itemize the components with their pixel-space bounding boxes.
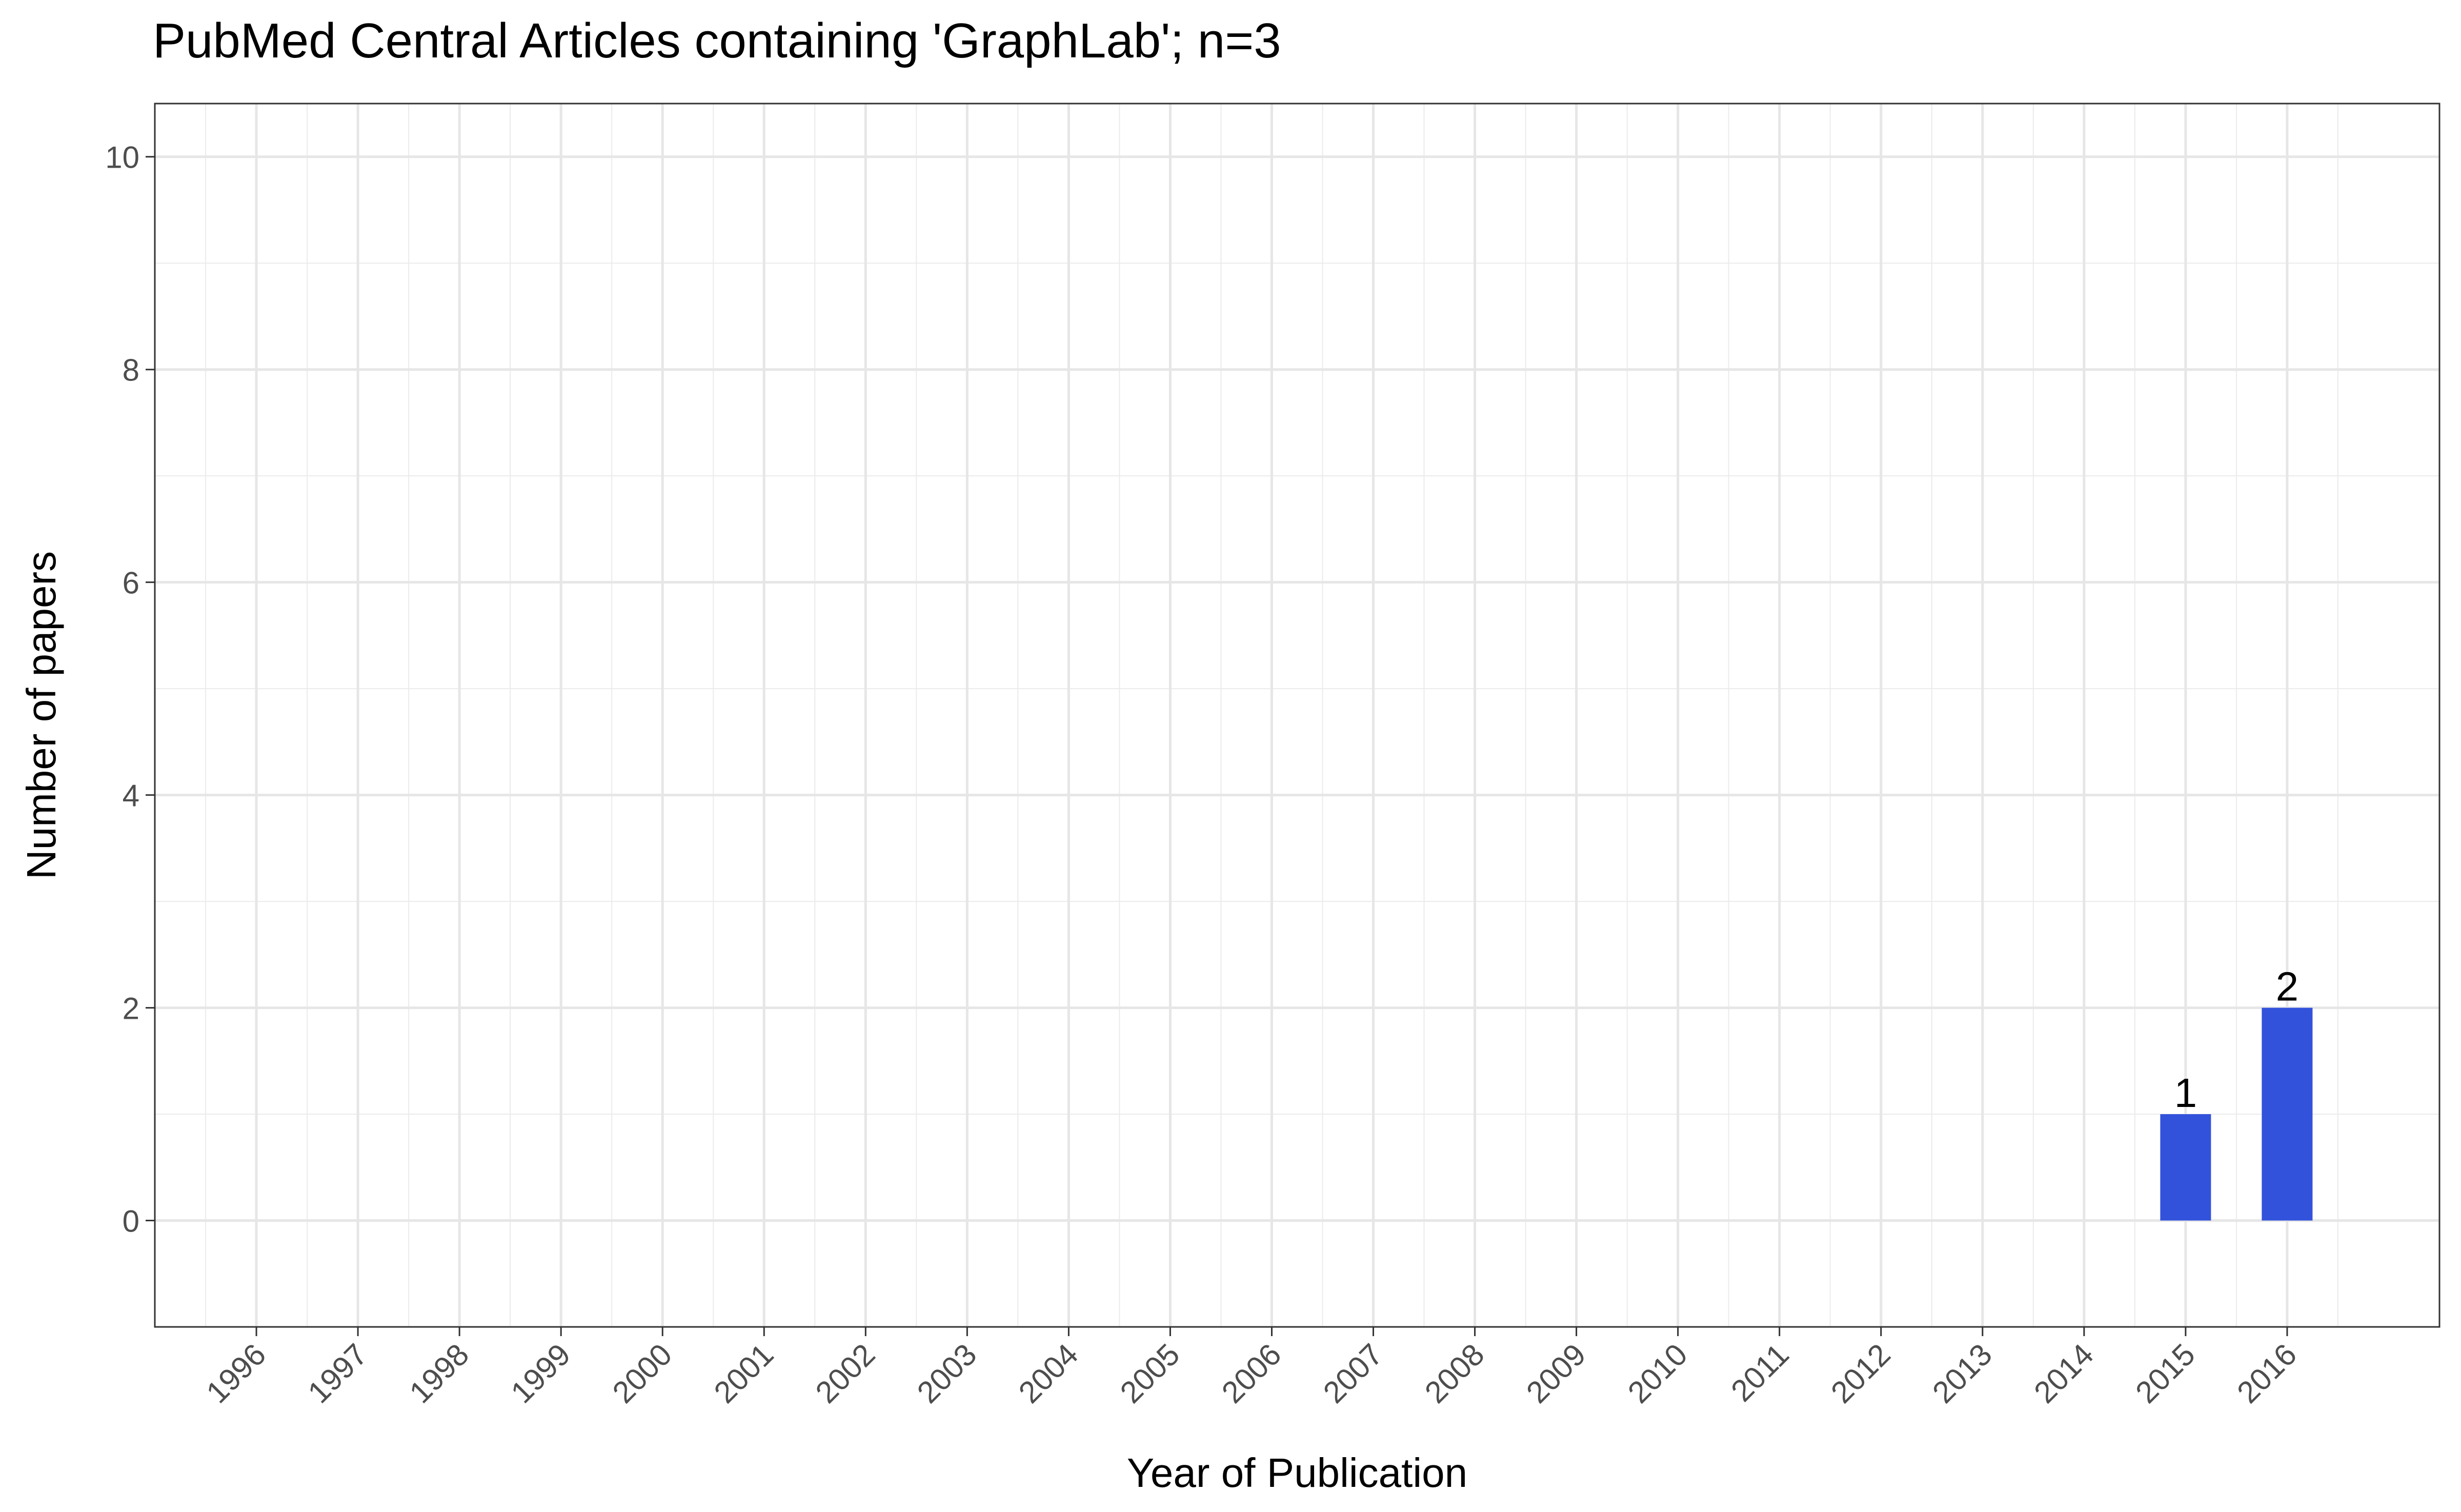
x-tick-label: 2007 [1317, 1337, 1389, 1410]
x-tick-label: 2010 [1621, 1337, 1694, 1410]
y-axis: 0 2 4 6 8 10 [105, 140, 155, 1239]
x-tick-label: 2016 [2230, 1337, 2303, 1410]
y-axis-title: Number of papers [18, 551, 64, 879]
x-tick-label: 1999 [505, 1337, 577, 1410]
x-tick-label: 2014 [2027, 1337, 2100, 1410]
bar [2262, 1007, 2313, 1221]
y-tick-label: 6 [123, 566, 139, 600]
y-tick-label: 2 [123, 992, 139, 1026]
x-tick-label: 2002 [809, 1337, 882, 1410]
y-tick-label: 4 [123, 779, 139, 813]
x-tick-label: 1998 [403, 1337, 476, 1410]
x-tick-label: 1997 [301, 1337, 374, 1410]
chart-title: PubMed Central Articles containing 'Grap… [153, 13, 1281, 68]
x-tick-label: 2009 [1520, 1337, 1592, 1410]
x-tick-label: 2004 [1012, 1337, 1085, 1410]
x-tick-label: 2011 [1724, 1337, 1796, 1408]
x-tick-label: 2008 [1418, 1337, 1491, 1410]
plot-border [154, 103, 2440, 1328]
bars [2160, 1007, 2313, 1221]
x-tick-label: 2006 [1215, 1337, 1288, 1410]
plot-panel [155, 104, 2439, 1327]
x-tick-label: 2013 [1926, 1337, 1999, 1410]
y-tick-label: 0 [123, 1204, 139, 1239]
bar-data-label: 2 [2276, 964, 2299, 1010]
x-tick-label: 2015 [2129, 1337, 2202, 1410]
bar-data-label: 1 [2174, 1070, 2197, 1116]
x-tick-label: 2000 [606, 1337, 679, 1410]
bar [2160, 1114, 2211, 1221]
major-gridlines [155, 104, 2439, 1327]
x-axis: 1996 1997 1998 1999 2000 2001 2002 2003 2004 2005… [199, 1327, 2303, 1410]
x-tick-label: 1996 [199, 1337, 272, 1410]
x-tick-label: 2003 [911, 1337, 983, 1410]
x-tick-label: 2001 [708, 1337, 780, 1410]
x-tick-label: 2005 [1114, 1337, 1186, 1410]
x-tick-label: 2012 [1824, 1337, 1897, 1410]
y-tick-label: 8 [123, 353, 139, 388]
x-axis-title: Year of Publication [1127, 1450, 1467, 1496]
bar-data-labels: 12 [2174, 964, 2299, 1116]
y-tick-label: 10 [105, 140, 139, 175]
